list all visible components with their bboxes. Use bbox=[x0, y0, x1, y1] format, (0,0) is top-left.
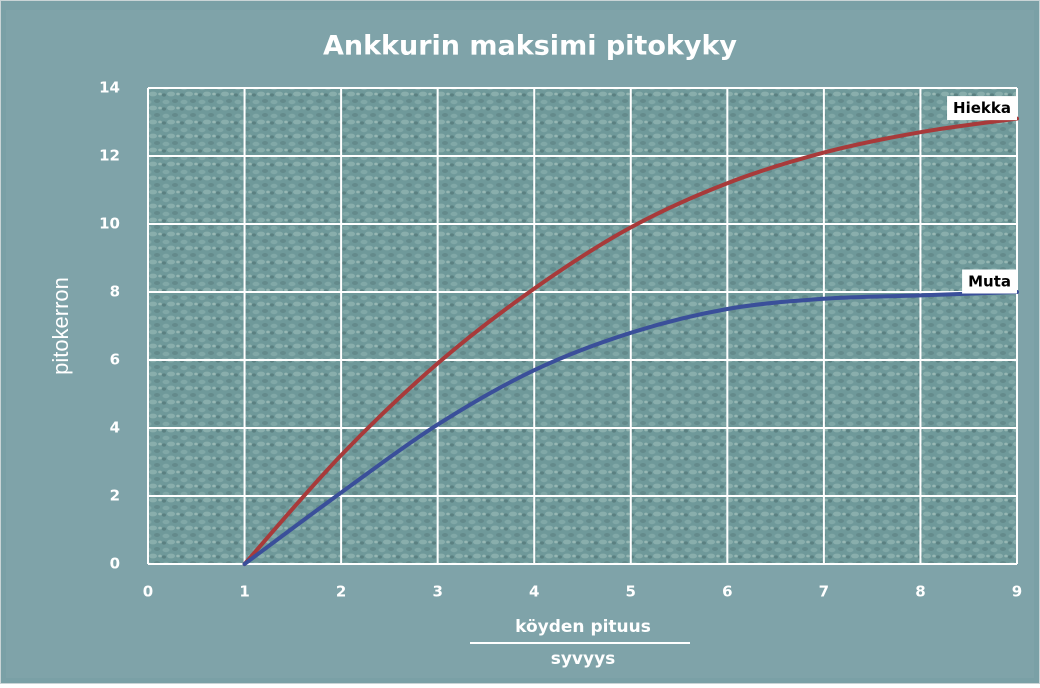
chart-title: Ankkurin maksimi pitokyky bbox=[323, 31, 737, 62]
x-axis-label-denominator: syvyys bbox=[551, 649, 616, 669]
plot-tint bbox=[148, 88, 1017, 564]
x-tick-label: 7 bbox=[819, 583, 829, 601]
x-tick-label: 6 bbox=[722, 583, 732, 601]
x-axis-label-numerator: köyden pituus bbox=[515, 617, 651, 637]
y-tick-label: 10 bbox=[99, 215, 120, 233]
y-tick-label: 2 bbox=[110, 487, 120, 505]
series-label-text: Muta bbox=[968, 273, 1011, 291]
y-axis-label: pitokerron bbox=[48, 277, 73, 375]
y-tick-label: 14 bbox=[99, 79, 120, 97]
x-tick-label: 3 bbox=[432, 583, 442, 601]
y-tick-label: 8 bbox=[110, 283, 120, 301]
series-label: Muta bbox=[962, 270, 1017, 294]
chart: Ankkurin maksimi pitokyky pitokerron köy… bbox=[0, 0, 1040, 684]
x-tick-label: 2 bbox=[336, 583, 346, 601]
y-tick-label: 0 bbox=[110, 555, 120, 573]
x-tick-label: 4 bbox=[529, 583, 539, 601]
y-tick-label: 6 bbox=[110, 351, 120, 369]
page: {"chart_data": { "type": "line", "title"… bbox=[0, 0, 1040, 684]
series-label-text: Hiekka bbox=[953, 99, 1011, 117]
x-tick-label: 0 bbox=[143, 583, 153, 601]
x-tick-label: 1 bbox=[239, 583, 249, 601]
y-tick-label: 12 bbox=[99, 147, 120, 165]
x-tick-label: 5 bbox=[626, 583, 636, 601]
y-tick-label: 4 bbox=[110, 419, 120, 437]
series-label: Hiekka bbox=[947, 96, 1017, 120]
x-tick-label: 8 bbox=[915, 583, 925, 601]
x-tick-label: 9 bbox=[1012, 583, 1022, 601]
